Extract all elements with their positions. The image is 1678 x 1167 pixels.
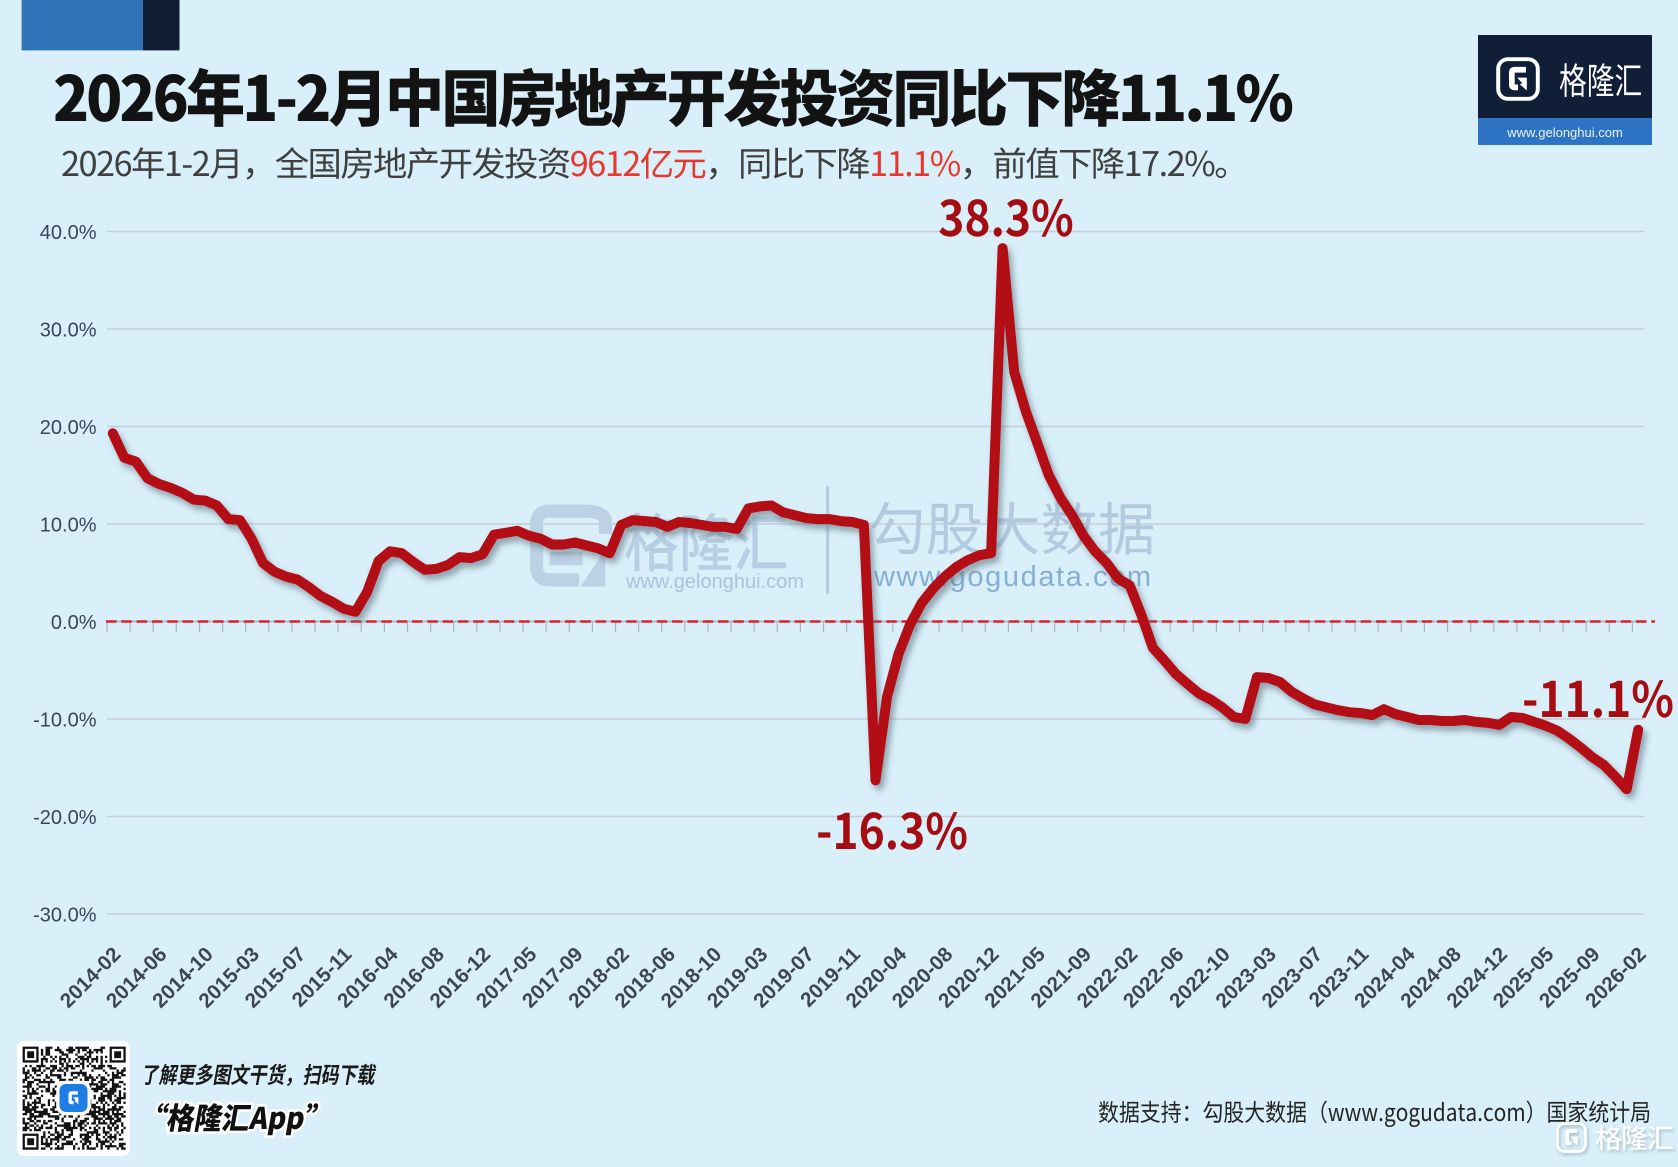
svg-text:-30.0%: -30.0% [33,905,97,927]
svg-text:10.0%: 10.0% [40,515,97,537]
svg-text:www.gelonghui.com: www.gelonghui.com [625,571,804,593]
svg-text:20.0%: 20.0% [40,417,97,439]
svg-text:40.0%: 40.0% [40,222,97,244]
svg-text:30.0%: 30.0% [40,320,97,342]
svg-text:-20.0%: -20.0% [33,807,97,829]
svg-text:0.0%: 0.0% [51,612,97,634]
svg-text:-10.0%: -10.0% [33,710,97,732]
svg-text:www.gelonghui.com: www.gelonghui.com [1506,125,1623,140]
